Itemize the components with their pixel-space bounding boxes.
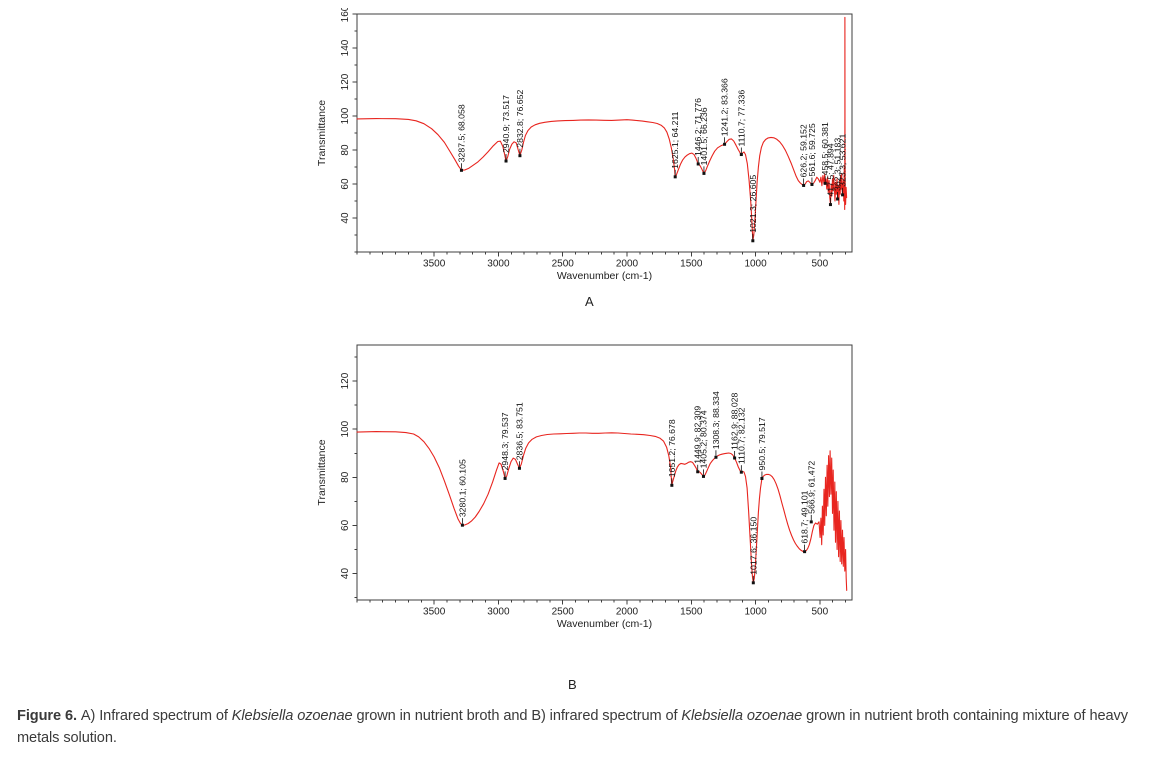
svg-text:60: 60 <box>340 178 351 190</box>
caption-text-segment: Klebsiella ozoenae <box>681 708 803 724</box>
svg-text:140: 140 <box>340 39 351 56</box>
svg-text:3500: 3500 <box>423 607 446 618</box>
svg-text:2940.9; 73.517: 2940.9; 73.517 <box>501 95 511 153</box>
svg-text:60: 60 <box>340 519 351 531</box>
svg-text:1651.2; 76.678: 1651.2; 76.678 <box>667 419 677 477</box>
svg-text:618.7; 49.101: 618.7; 49.101 <box>800 490 810 543</box>
svg-text:1017.6; 36.150: 1017.6; 36.150 <box>748 517 758 575</box>
panel-label-a: A <box>585 294 594 309</box>
svg-text:1500: 1500 <box>680 607 703 618</box>
svg-text:1625.1; 64.211: 1625.1; 64.211 <box>670 111 680 168</box>
svg-text:1449.9; 82.309: 1449.9; 82.309 <box>693 406 703 464</box>
svg-text:3500: 3500 <box>423 259 446 270</box>
svg-text:1000: 1000 <box>744 607 767 618</box>
svg-text:2500: 2500 <box>552 607 575 618</box>
svg-text:1500: 1500 <box>680 259 703 270</box>
svg-text:3287.5; 68.058: 3287.5; 68.058 <box>456 104 466 162</box>
svg-text:2836.5; 83.751: 2836.5; 83.751 <box>514 402 524 460</box>
svg-text:500: 500 <box>812 607 829 618</box>
svg-text:160: 160 <box>340 8 351 22</box>
ftir-spectrum-chart-a: 3500 3000 2500 2000 1500 1000 500 40 60 80 100 120 1… <box>316 8 853 282</box>
svg-text:1446.2; 71.776: 1446.2; 71.776 <box>693 98 703 156</box>
panel-label-b: B <box>568 677 577 692</box>
caption-text-segment: Figure 6. <box>17 708 81 724</box>
ftir-spectrum-chart-b: 3500 3000 2500 2000 1500 1000 500 40 60 80 100 120 W… <box>316 344 853 630</box>
svg-text:2000: 2000 <box>616 259 639 270</box>
svg-text:3000: 3000 <box>487 607 510 618</box>
svg-text:2948.3; 79.537: 2948.3; 79.537 <box>500 412 510 470</box>
svg-text:1308.3; 88.334: 1308.3; 88.334 <box>711 391 721 449</box>
svg-text:1405.2; 80.374: 1405.2; 80.374 <box>698 410 708 468</box>
svg-text:561.6; 59.725: 561.6; 59.725 <box>807 123 817 176</box>
caption-text-segment: A) Infrared spectrum of <box>80 708 232 724</box>
svg-text:950.5; 79.517: 950.5; 79.517 <box>757 417 767 470</box>
svg-text:120: 120 <box>340 372 351 389</box>
svg-text:500: 500 <box>812 259 829 270</box>
svg-text:120: 120 <box>340 73 351 90</box>
svg-text:566.9; 61.472: 566.9; 61.472 <box>806 461 816 514</box>
svg-text:2000: 2000 <box>616 607 639 618</box>
svg-text:362.3; 51.183: 362.3; 51.183 <box>833 138 843 191</box>
svg-text:100: 100 <box>340 107 351 124</box>
svg-text:40: 40 <box>340 212 351 224</box>
svg-text:80: 80 <box>340 144 351 156</box>
svg-text:1241.2; 83.366: 1241.2; 83.366 <box>720 78 730 136</box>
svg-text:1021.3; 26.605: 1021.3; 26.605 <box>748 175 758 233</box>
svg-text:80: 80 <box>340 471 351 483</box>
svg-text:1000: 1000 <box>744 259 767 270</box>
caption-text-segment: Klebsiella ozoenae <box>231 708 353 724</box>
svg-text:Transmittance: Transmittance <box>316 100 328 166</box>
svg-text:2832.8; 76.652: 2832.8; 76.652 <box>515 90 525 148</box>
svg-text:Wavenumber (cm-1): Wavenumber (cm-1) <box>557 618 652 630</box>
svg-text:100: 100 <box>340 420 351 437</box>
caption-text-segment: grown in nutrient broth and B) infrared … <box>352 708 682 724</box>
svg-text:Transmittance: Transmittance <box>316 439 328 505</box>
svg-text:626.2; 59.152: 626.2; 59.152 <box>799 124 809 177</box>
svg-text:1110.7; 82.132: 1110.7; 82.132 <box>736 407 746 464</box>
caption-text-segment: grown in nutrient broth containing mixtu… <box>17 708 1128 746</box>
svg-text:Wavenumber (cm-1): Wavenumber (cm-1) <box>557 270 652 282</box>
svg-text:3280.1; 60.105: 3280.1; 60.105 <box>457 459 467 517</box>
svg-text:1110.7; 77.336: 1110.7; 77.336 <box>736 90 746 147</box>
svg-text:417.5; 47.894: 417.5; 47.894 <box>825 143 835 196</box>
figure-caption: Figure 6. A) Infrared spectrum of Klebsi… <box>17 706 1157 749</box>
svg-text:323.3; 53.621: 323.3; 53.621 <box>838 134 848 187</box>
svg-text:2500: 2500 <box>552 259 575 270</box>
svg-text:40: 40 <box>340 568 351 580</box>
svg-text:458.5; 60.381: 458.5; 60.381 <box>820 122 830 175</box>
svg-text:3000: 3000 <box>487 259 510 270</box>
svg-text:1162.9; 88.028: 1162.9; 88.028 <box>730 393 740 450</box>
svg-text:1401.5; 66.236: 1401.5; 66.236 <box>699 107 709 165</box>
